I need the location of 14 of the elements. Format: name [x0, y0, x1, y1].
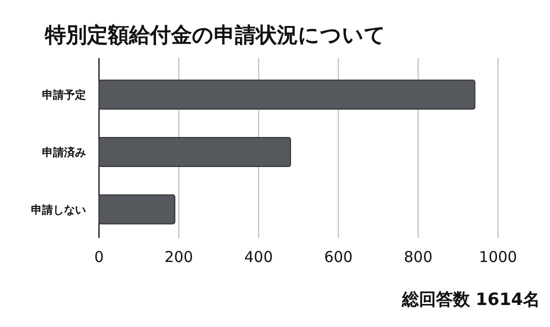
x-tick-label: 600	[324, 248, 353, 266]
y-tick-label: 申請しない	[31, 203, 86, 216]
x-tick-label: 1000	[478, 248, 518, 266]
y-tick-label: 申請済み	[42, 146, 86, 159]
x-tick-label: 800	[404, 248, 433, 266]
x-tick-label: 400	[244, 248, 273, 266]
x-tick-label: 200	[164, 248, 194, 266]
chart-title: 特別定額給付金の申請状況について	[44, 23, 386, 47]
bar	[98, 194, 176, 224]
y-tick-label: 申請予定	[42, 88, 86, 102]
text: 総回答数 1614名	[400, 290, 540, 310]
x-tick-label: 0	[94, 248, 104, 266]
bar	[98, 137, 292, 167]
bar	[98, 80, 476, 110]
